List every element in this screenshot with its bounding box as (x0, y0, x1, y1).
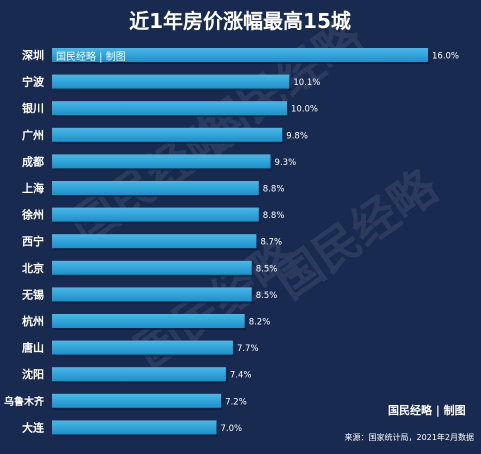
bar (52, 314, 245, 328)
category-label: 乌鲁木齐 (4, 395, 45, 408)
category-label: 无锡 (21, 287, 44, 301)
bar (52, 287, 252, 302)
category-label: 成都 (22, 154, 44, 168)
bar (52, 48, 428, 62)
bars-group: 深圳 16.0% 宁波 10.1% 银川 10.0% 广州 9.8% 成都 9.3% 上海 8.8% 徐… (4, 48, 459, 437)
category-label: 北京 (22, 261, 44, 275)
source-note: 来源：国家统计局，2021年2月数据 (345, 432, 474, 442)
value-label: 7.2% (225, 397, 247, 407)
value-label: 9.8% (286, 131, 308, 141)
value-label: 7.7% (237, 344, 259, 354)
bar (52, 260, 252, 275)
category-label: 徐州 (21, 208, 44, 222)
value-label: 16.0% (432, 52, 459, 62)
category-label: 沈阳 (22, 367, 44, 381)
category-label: 宁波 (22, 75, 45, 89)
value-label: 10.0% (291, 105, 318, 115)
value-label: 9.3% (275, 158, 297, 168)
bar (52, 101, 287, 116)
value-label: 8.5% (256, 291, 278, 301)
bar (52, 420, 217, 435)
category-label: 广州 (22, 128, 44, 142)
category-label: 西宁 (22, 234, 44, 248)
bar (52, 154, 271, 169)
chart-title: 近1年房价涨幅最高15城 (129, 9, 351, 33)
value-label: 8.5% (256, 264, 278, 274)
value-label: 7.4% (230, 371, 252, 381)
watermark-text-4: 国民经略 (265, 159, 448, 309)
category-label: 杭州 (22, 314, 44, 328)
value-label: 8.8% (263, 211, 285, 221)
brand-bottom: 国民经略 | 制图 (388, 403, 466, 417)
value-label: 10.1% (293, 78, 320, 88)
category-label: 银川 (22, 101, 44, 115)
bar (52, 127, 283, 142)
bar (52, 74, 290, 89)
bar (52, 393, 222, 408)
category-label: 唐山 (22, 341, 44, 355)
bar (52, 234, 257, 249)
value-label: 8.8% (263, 185, 285, 195)
bar (52, 367, 226, 382)
category-label: 大连 (22, 420, 45, 434)
category-label: 上海 (22, 181, 44, 195)
value-label: 8.7% (260, 238, 282, 248)
brand-top: 国民经略 | 制图 (56, 50, 126, 63)
value-label: 7.0% (221, 424, 243, 434)
bar (52, 207, 259, 222)
bar (52, 181, 259, 195)
category-label: 深圳 (22, 48, 44, 62)
bar (52, 340, 233, 355)
value-label: 8.2% (249, 318, 271, 328)
